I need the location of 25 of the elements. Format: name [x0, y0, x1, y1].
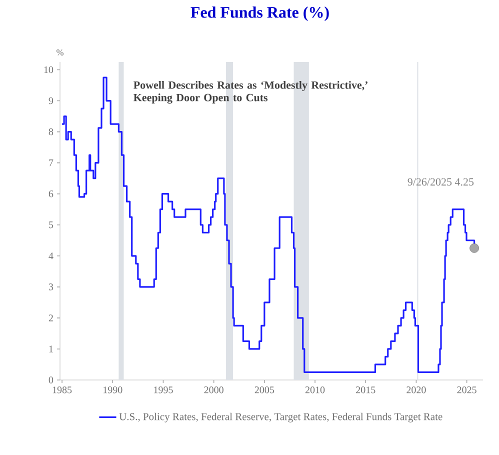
x-tick-label: 2015: [356, 386, 376, 394]
y-tick-label: 10: [44, 66, 54, 74]
x-tick-label: 2025: [457, 386, 476, 394]
annotation: Powell Describes Rates as ‘Modestly Restrictive,’ Keeping Door Open to Cuts: [134, 81, 368, 104]
y-tick-label: 1: [49, 346, 53, 352]
y-tick-label: 0: [48, 376, 54, 384]
y-tick-label: 5: [49, 222, 54, 228]
y-tick-label: 8: [48, 128, 54, 136]
x-tick-label: 1985: [52, 386, 72, 394]
x-tick-label: 2000: [204, 386, 224, 394]
chart-title: Fed Funds Rate (%): [190, 6, 329, 22]
x-tick-label: 2005: [254, 386, 274, 394]
legend-label: U.S., Policy Rates, Federal Reserve, Target Rates, Federal Funds Target Rate: [119, 412, 442, 422]
x-tick-label: 1995: [154, 386, 173, 394]
y-tick-label: 9: [48, 97, 54, 104]
x-tick-label: 2020: [406, 386, 426, 394]
y-tick-label: 7: [49, 160, 54, 166]
y-tick-label: 3: [48, 284, 54, 290]
x-tick-label: 1990: [104, 386, 122, 394]
y-tick-label: 6: [48, 190, 54, 198]
y-tick-label: 4: [48, 252, 54, 260]
x-tick-label: 2010: [305, 386, 325, 394]
y-tick-label: 2: [48, 314, 53, 322]
y-axis-title: %: [56, 49, 64, 56]
annotation: 9/26/2025 4.25: [408, 178, 474, 186]
